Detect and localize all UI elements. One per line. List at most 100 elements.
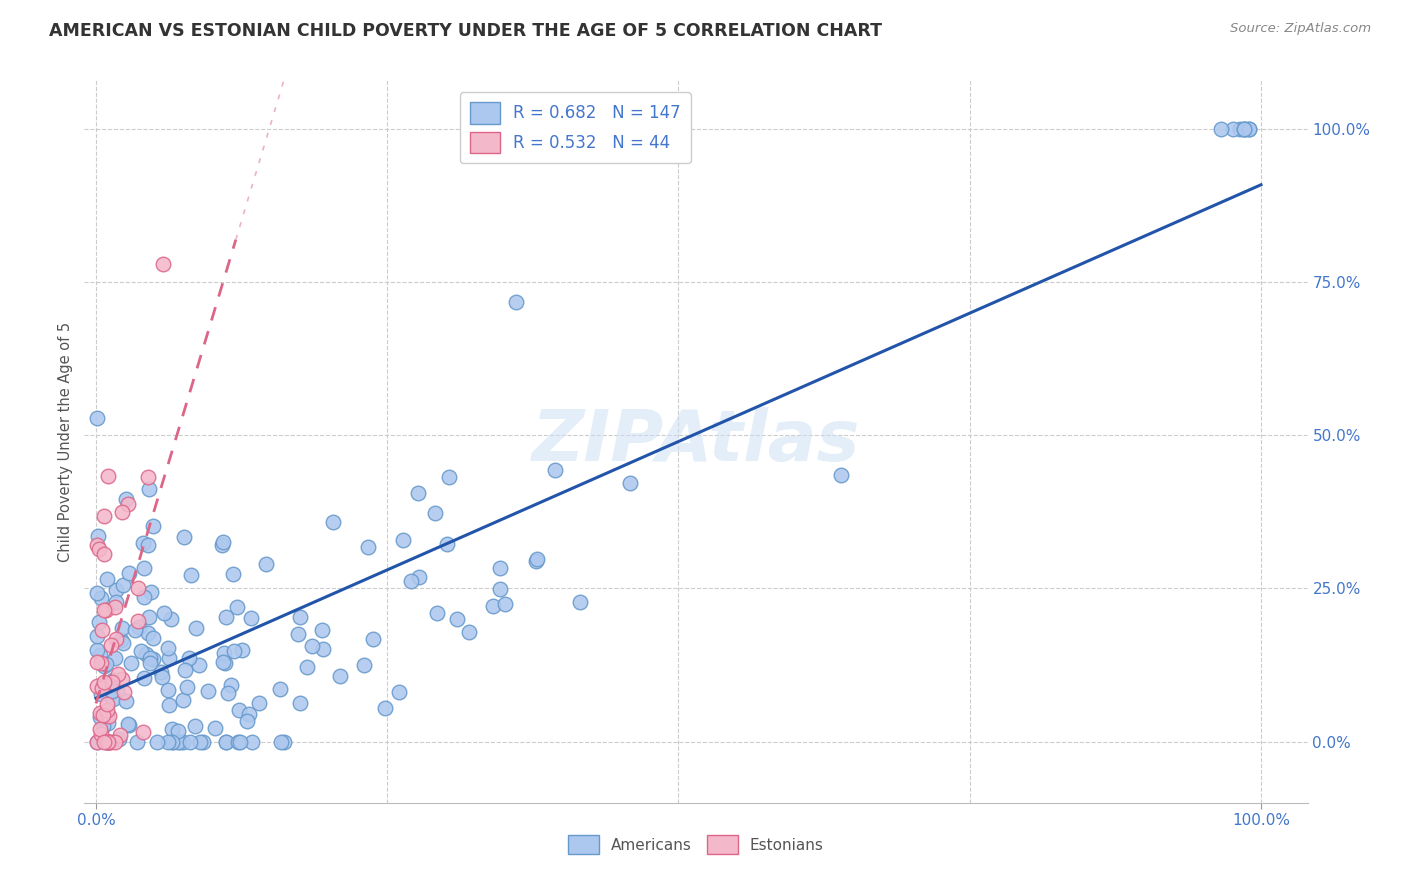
- Point: [437, 469, 460, 483]
- Point: [97, 716, 120, 731]
- Point: [86, 410, 108, 425]
- Point: [104, 734, 127, 748]
- Point: [152, 257, 174, 271]
- Point: [391, 533, 413, 548]
- Point: [231, 643, 253, 657]
- Point: [114, 693, 136, 707]
- Point: [150, 670, 173, 684]
- Point: [211, 535, 233, 549]
- Point: [312, 641, 335, 656]
- Point: [301, 639, 323, 653]
- Point: [288, 696, 311, 710]
- Point: [212, 646, 235, 660]
- Point: [1222, 122, 1244, 136]
- Point: [96, 697, 118, 711]
- Point: [240, 734, 263, 748]
- Point: [86, 629, 108, 643]
- Point: [86, 679, 108, 693]
- Point: [94, 603, 117, 617]
- Point: [568, 595, 591, 609]
- Point: [174, 663, 197, 677]
- Point: [215, 610, 238, 624]
- Point: [157, 651, 180, 665]
- Point: [134, 671, 156, 685]
- Point: [132, 591, 155, 605]
- Point: [101, 683, 124, 698]
- Point: [118, 717, 141, 731]
- Point: [93, 734, 115, 748]
- Point: [406, 485, 429, 500]
- Point: [544, 463, 567, 477]
- Point: [488, 561, 510, 575]
- Point: [90, 687, 112, 701]
- Point: [212, 656, 235, 670]
- Point: [1229, 122, 1251, 136]
- Point: [1233, 122, 1256, 136]
- Point: [138, 470, 160, 484]
- Point: [87, 541, 110, 556]
- Point: [96, 707, 118, 722]
- Point: [125, 734, 148, 748]
- Point: [111, 672, 134, 686]
- Point: [93, 547, 115, 561]
- Point: [219, 677, 242, 691]
- Point: [93, 659, 115, 673]
- Point: [127, 614, 149, 628]
- Point: [240, 611, 263, 625]
- Point: [188, 734, 211, 748]
- Point: [408, 570, 430, 584]
- Point: [117, 497, 139, 511]
- Point: [172, 692, 194, 706]
- Point: [226, 599, 249, 614]
- Point: [101, 674, 124, 689]
- Point: [117, 716, 139, 731]
- Point: [90, 623, 112, 637]
- Point: [101, 692, 124, 706]
- Point: [127, 582, 149, 596]
- Point: [211, 538, 233, 552]
- Point: [90, 727, 112, 741]
- Point: [139, 650, 162, 665]
- Point: [287, 626, 309, 640]
- Point: [93, 508, 115, 523]
- Point: [162, 734, 184, 748]
- Point: [138, 626, 160, 640]
- Point: [247, 697, 270, 711]
- Point: [169, 734, 191, 748]
- Point: [177, 650, 200, 665]
- Point: [86, 643, 108, 657]
- Point: [426, 606, 449, 620]
- Point: [167, 734, 190, 748]
- Point: [142, 631, 165, 645]
- Point: [93, 675, 115, 690]
- Point: [215, 734, 238, 748]
- Point: [141, 585, 163, 599]
- Point: [110, 505, 132, 519]
- Point: [97, 708, 120, 723]
- Point: [135, 647, 157, 661]
- Point: [87, 615, 110, 629]
- Point: [96, 734, 118, 748]
- Point: [179, 734, 201, 748]
- Point: [156, 640, 179, 655]
- Point: [229, 734, 252, 748]
- Point: [139, 657, 162, 671]
- Point: [204, 721, 226, 735]
- Point: [458, 625, 481, 640]
- Point: [374, 701, 396, 715]
- Text: AMERICAN VS ESTONIAN CHILD POVERTY UNDER THE AGE OF 5 CORRELATION CHART: AMERICAN VS ESTONIAN CHILD POVERTY UNDER…: [49, 22, 882, 40]
- Point: [619, 476, 641, 491]
- Point: [1211, 122, 1233, 136]
- Point: [167, 723, 190, 738]
- Point: [98, 734, 121, 748]
- Point: [97, 734, 120, 748]
- Point: [120, 656, 142, 670]
- Point: [115, 492, 138, 507]
- Point: [89, 709, 111, 723]
- Point: [97, 469, 120, 483]
- Point: [172, 734, 194, 748]
- Point: [86, 734, 108, 748]
- Point: [86, 734, 108, 748]
- Point: [157, 682, 180, 697]
- Point: [270, 734, 292, 748]
